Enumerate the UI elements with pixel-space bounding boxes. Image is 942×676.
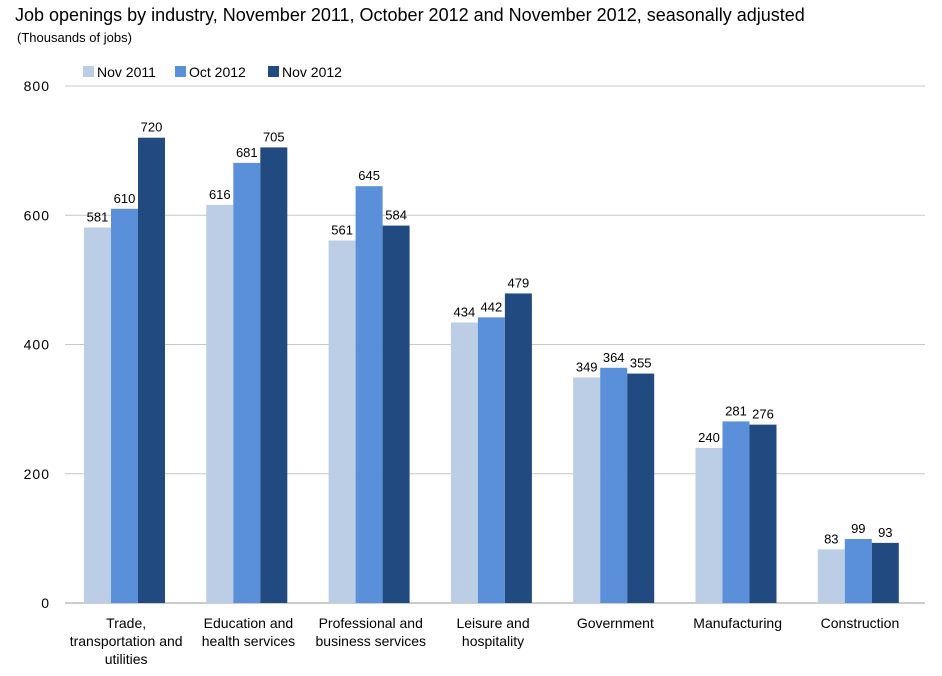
bar bbox=[871, 542, 899, 603]
y-tick-label: 200 bbox=[24, 466, 50, 482]
bar bbox=[844, 539, 872, 603]
data-label: 581 bbox=[87, 210, 109, 225]
bar bbox=[573, 377, 601, 603]
legend-swatch bbox=[175, 66, 186, 77]
data-label: 610 bbox=[114, 191, 136, 206]
y-tick-label: 800 bbox=[24, 78, 50, 94]
bar bbox=[355, 186, 383, 603]
data-label: 479 bbox=[508, 275, 530, 290]
bar bbox=[722, 421, 750, 603]
y-tick-label: 600 bbox=[24, 207, 50, 223]
data-label: 681 bbox=[236, 145, 258, 160]
bar bbox=[382, 225, 410, 603]
x-tick-label: Professional and bbox=[319, 615, 423, 631]
data-label: 434 bbox=[454, 305, 476, 320]
bar bbox=[695, 447, 723, 603]
data-label: 720 bbox=[141, 120, 163, 135]
data-label: 276 bbox=[752, 407, 774, 422]
legend-swatch bbox=[83, 66, 94, 77]
data-label: 355 bbox=[630, 356, 652, 371]
x-tick-label: Trade, bbox=[106, 615, 146, 631]
legend-label: Nov 2011 bbox=[97, 64, 156, 80]
x-tick-label: transportation and bbox=[70, 633, 183, 649]
legend-label: Nov 2012 bbox=[282, 64, 342, 80]
x-tick-label: business services bbox=[316, 633, 427, 649]
bar bbox=[260, 147, 288, 604]
y-tick-label: 400 bbox=[24, 337, 50, 353]
data-label: 93 bbox=[878, 525, 892, 540]
bar bbox=[749, 424, 777, 603]
data-label: 364 bbox=[603, 350, 625, 365]
data-label: 83 bbox=[824, 531, 838, 546]
x-tick-label: Government bbox=[577, 615, 654, 631]
chart-title: Job openings by industry, November 2011,… bbox=[15, 5, 805, 25]
bar bbox=[328, 240, 356, 604]
legend-label: Oct 2012 bbox=[189, 64, 246, 80]
data-label: 99 bbox=[851, 521, 865, 536]
data-label: 442 bbox=[481, 299, 503, 314]
bar bbox=[817, 549, 845, 603]
x-tick-label: Construction bbox=[821, 615, 900, 631]
data-label: 349 bbox=[576, 359, 598, 374]
bar bbox=[600, 367, 628, 603]
x-tick-label: health services bbox=[202, 633, 295, 649]
x-tick-label: Education and bbox=[204, 615, 294, 631]
chart-subtitle: (Thousands of jobs) bbox=[17, 30, 132, 45]
legend-swatch bbox=[268, 66, 279, 77]
x-tick-label: Leisure and bbox=[456, 615, 529, 631]
x-tick-label: hospitality bbox=[462, 633, 524, 649]
x-tick-label: utilities bbox=[105, 651, 148, 667]
x-tick-label: Manufacturing bbox=[693, 615, 782, 631]
bar bbox=[504, 293, 532, 603]
bar bbox=[138, 137, 165, 603]
data-label: 705 bbox=[263, 129, 285, 144]
data-label: 240 bbox=[698, 430, 720, 445]
bar bbox=[233, 162, 261, 603]
data-label: 584 bbox=[385, 208, 407, 223]
bar bbox=[450, 322, 478, 603]
data-label: 561 bbox=[331, 222, 353, 237]
bar bbox=[206, 204, 234, 603]
bar bbox=[111, 208, 138, 603]
y-tick-label: 0 bbox=[41, 595, 50, 611]
bar bbox=[84, 227, 111, 603]
data-label: 645 bbox=[358, 168, 380, 183]
data-label: 616 bbox=[209, 187, 231, 202]
bar bbox=[477, 317, 505, 603]
bar bbox=[627, 373, 655, 603]
data-label: 281 bbox=[725, 403, 747, 418]
